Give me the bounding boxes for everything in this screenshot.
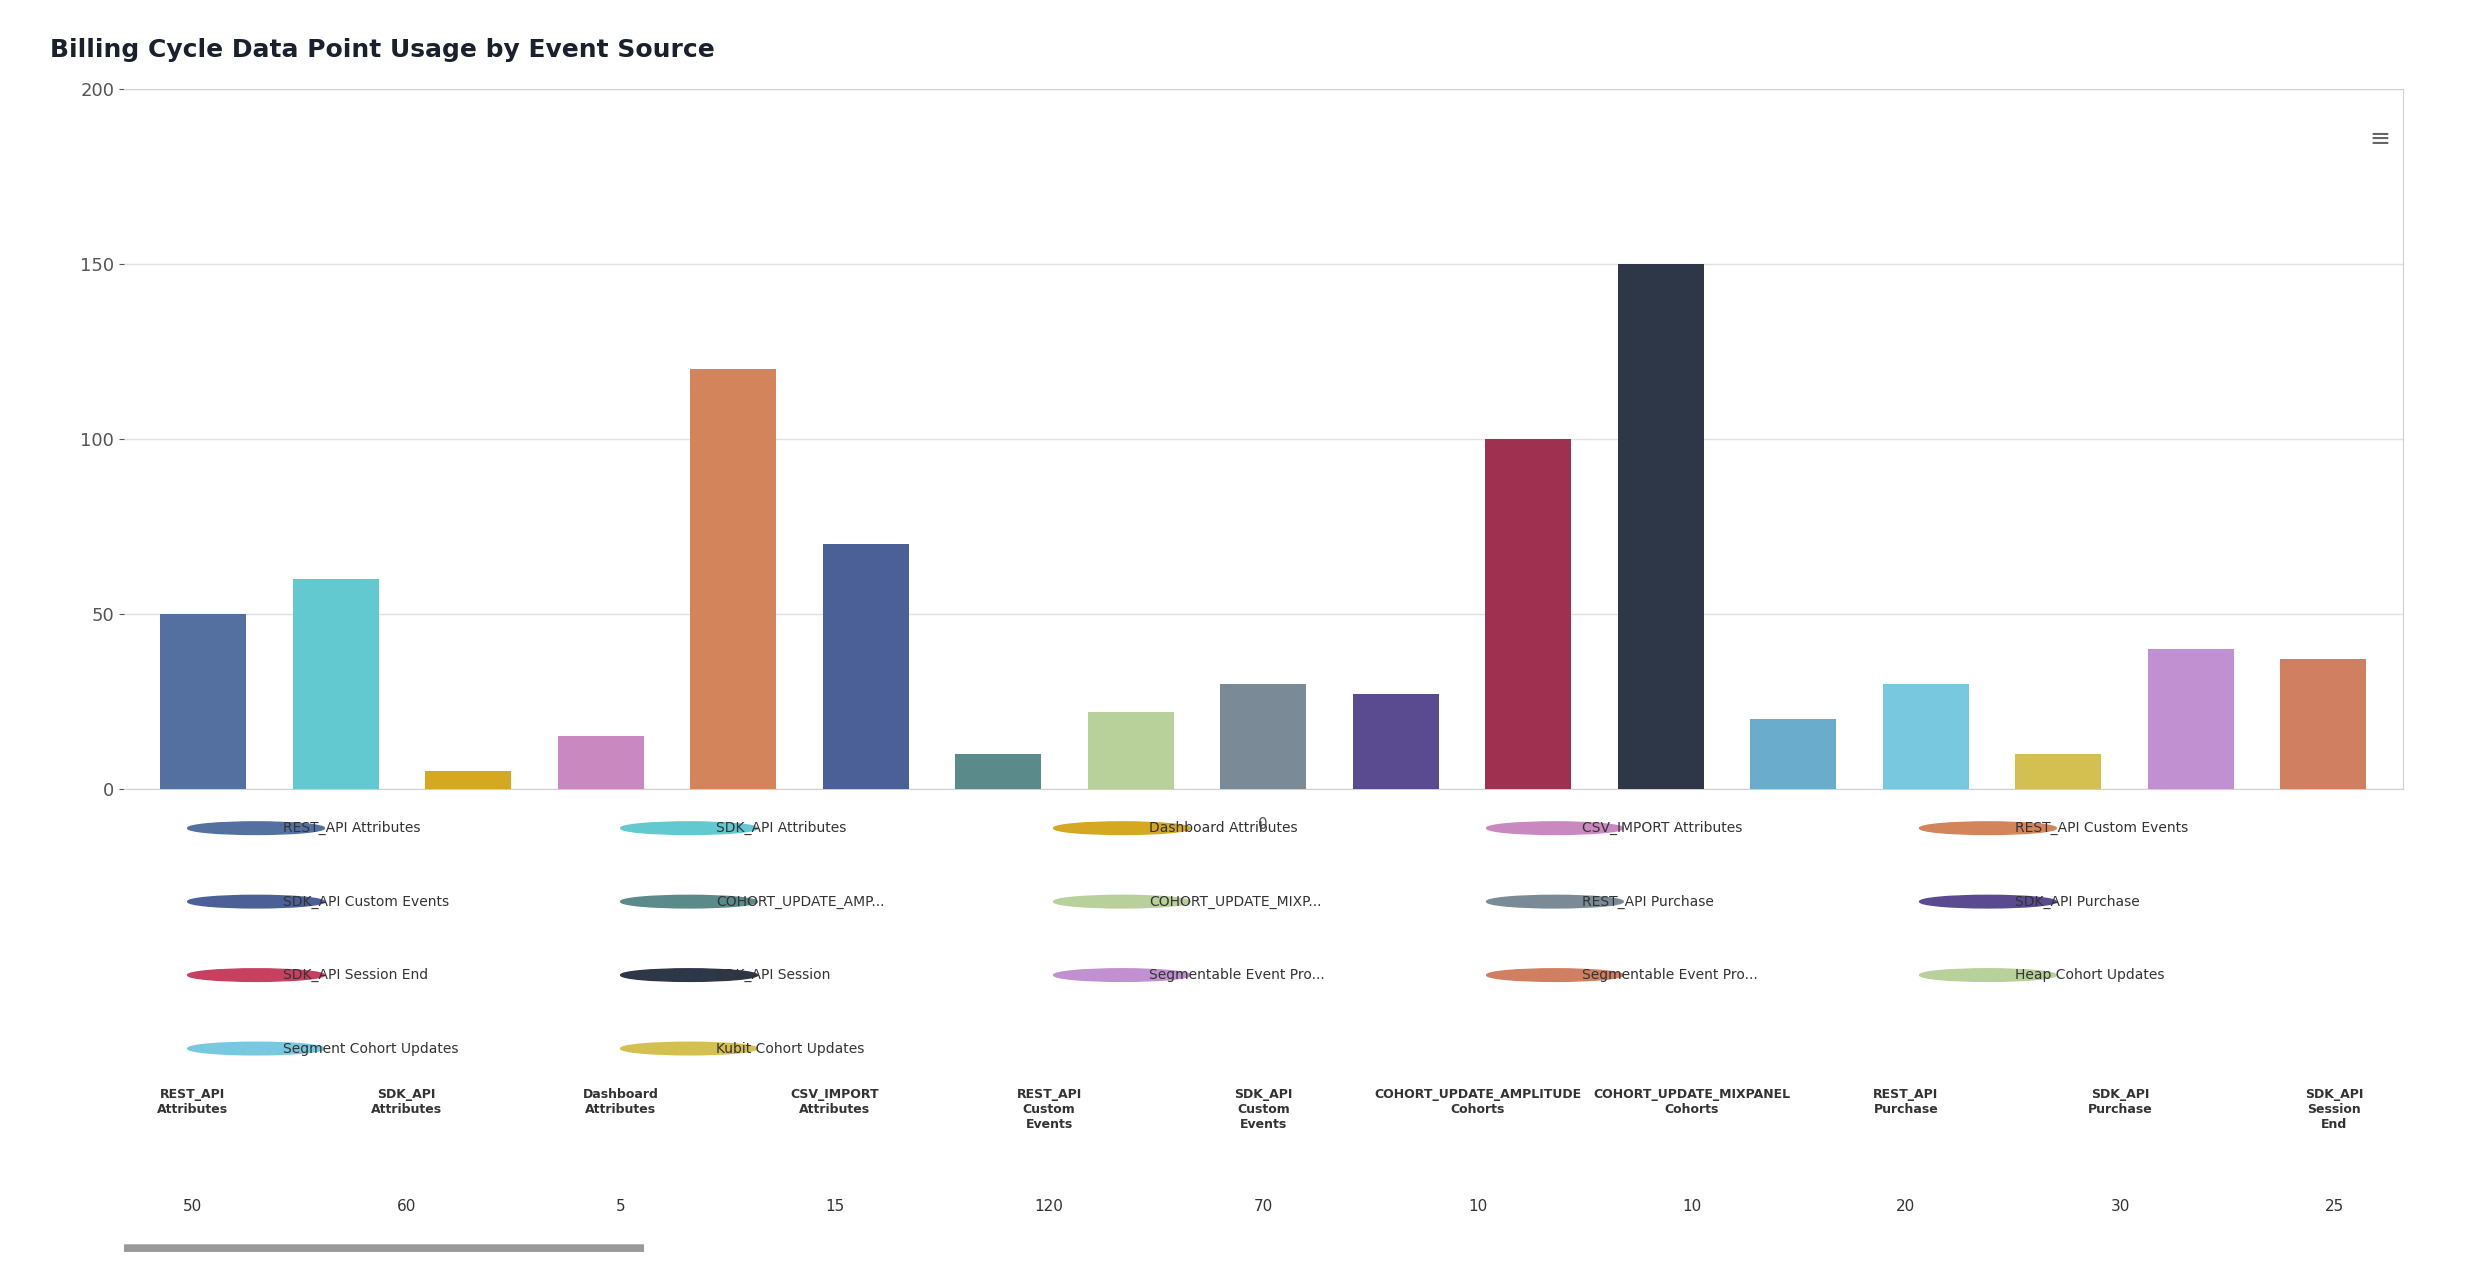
Text: REST_API
Purchase: REST_API Purchase [1873,1088,1939,1116]
Text: CSV_IMPORT
Attributes: CSV_IMPORT Attributes [790,1088,879,1116]
Text: 50: 50 [183,1199,201,1214]
Text: 15: 15 [825,1199,845,1214]
Text: SDK_API Custom Events: SDK_API Custom Events [282,895,448,909]
Circle shape [188,895,324,907]
Bar [292,578,379,788]
Text: 10: 10 [1682,1199,1702,1214]
Text: SDK_API
Custom
Events: SDK_API Custom Events [1234,1088,1293,1131]
Bar [1883,684,1969,788]
Bar [2148,648,2234,788]
Text: COHORT_UPDATE_AMP...: COHORT_UPDATE_AMP... [716,895,884,909]
Text: SDK_API Session: SDK_API Session [716,969,830,982]
Circle shape [1053,969,1191,981]
Circle shape [1486,969,1622,981]
Circle shape [622,969,758,981]
Circle shape [188,822,324,835]
Circle shape [1053,895,1191,907]
Circle shape [1920,895,2056,907]
Text: 25: 25 [2326,1199,2343,1214]
Bar [1617,264,1704,788]
Circle shape [622,1042,758,1055]
Text: Heap Cohort Updates: Heap Cohort Updates [2016,969,2165,982]
Bar [2281,660,2366,788]
Circle shape [1053,822,1191,835]
Text: COHORT_UPDATE_MIXP...: COHORT_UPDATE_MIXP... [1149,895,1323,909]
Text: Dashboard Attributes: Dashboard Attributes [1149,821,1298,835]
Text: COHORT_UPDATE_AMPLITUDE
Cohorts: COHORT_UPDATE_AMPLITUDE Cohorts [1375,1088,1580,1116]
Circle shape [1486,822,1622,835]
Text: COHORT_UPDATE_MIXPANEL
Cohorts: COHORT_UPDATE_MIXPANEL Cohorts [1593,1088,1791,1116]
Bar [691,369,775,788]
Text: 120: 120 [1035,1199,1063,1214]
Text: 20: 20 [1897,1199,1915,1214]
Text: Segment Cohort Updates: Segment Cohort Updates [282,1041,458,1055]
FancyBboxPatch shape [124,1244,644,1252]
Text: REST_API Custom Events: REST_API Custom Events [2016,821,2190,835]
Bar [956,754,1040,788]
Text: Dashboard
Attributes: Dashboard Attributes [582,1088,659,1116]
Text: CSV_IMPORT Attributes: CSV_IMPORT Attributes [1583,821,1744,835]
Text: REST_API
Attributes: REST_API Attributes [156,1088,228,1116]
Text: ≡: ≡ [2370,127,2390,151]
Text: SDK_API
Attributes: SDK_API Attributes [372,1088,441,1116]
Text: 5: 5 [617,1199,627,1214]
Bar [557,736,644,788]
Bar [2016,754,2100,788]
Circle shape [1920,969,2056,981]
Text: 30: 30 [2110,1199,2130,1214]
Circle shape [188,969,324,981]
Text: Segmentable Event Pro...: Segmentable Event Pro... [1149,969,1325,982]
Text: SDK_API Purchase: SDK_API Purchase [2016,895,2140,909]
Bar [1486,438,1570,788]
Text: SDK_API Session End: SDK_API Session End [282,969,429,982]
Circle shape [1486,895,1622,907]
Circle shape [622,895,758,907]
Bar [1087,712,1174,788]
Bar [1751,718,1835,788]
Text: SDK_API
Session
End: SDK_API Session End [2306,1088,2363,1131]
Bar [426,771,510,788]
Text: 70: 70 [1253,1199,1273,1214]
Bar [1352,694,1439,788]
Circle shape [622,822,758,835]
Text: 0: 0 [1258,816,1268,831]
Text: 10: 10 [1469,1199,1486,1214]
Circle shape [188,1042,324,1055]
Text: REST_API Attributes: REST_API Attributes [282,821,421,835]
Text: Segmentable Event Pro...: Segmentable Event Pro... [1583,969,1759,982]
Text: Billing Cycle Data Point Usage by Event Source: Billing Cycle Data Point Usage by Event … [50,38,713,62]
Bar [161,614,245,788]
Bar [822,544,909,788]
Text: Kubit Cohort Updates: Kubit Cohort Updates [716,1041,864,1055]
Circle shape [1920,822,2056,835]
Text: REST_API Purchase: REST_API Purchase [1583,895,1714,909]
Bar [1221,684,1305,788]
Text: 60: 60 [396,1199,416,1214]
Text: REST_API
Custom
Events: REST_API Custom Events [1016,1088,1082,1131]
Text: SDK_API Attributes: SDK_API Attributes [716,821,847,835]
Text: SDK_API
Purchase: SDK_API Purchase [2088,1088,2153,1116]
